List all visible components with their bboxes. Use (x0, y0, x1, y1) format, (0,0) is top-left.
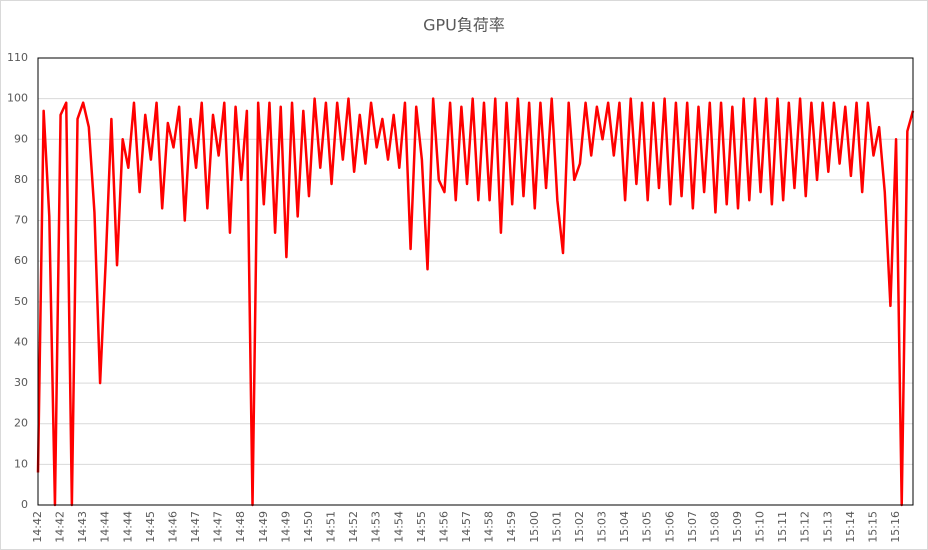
x-tick-label: 14:44 (121, 511, 134, 543)
x-tick-label: 14:55 (415, 511, 428, 543)
x-tick-label: 14:51 (325, 511, 338, 543)
x-tick-label: 15:02 (573, 511, 586, 543)
x-tick-label: 15:01 (550, 511, 563, 543)
x-tick-label: 14:54 (392, 511, 405, 543)
x-tick-label: 15:09 (731, 511, 744, 543)
y-tick-label: 30 (14, 376, 28, 389)
data-line (36, 97, 915, 507)
y-tick-label: 80 (14, 173, 28, 186)
x-tick-label: 14:49 (279, 511, 292, 543)
y-tick-label: 110 (7, 51, 28, 64)
y-tick-label: 40 (14, 335, 28, 348)
x-tick-label: 14:58 (483, 511, 496, 543)
x-tick-label: 14:42 (31, 511, 44, 543)
x-tick-label: 15:13 (821, 511, 834, 543)
y-tick-label: 90 (14, 132, 28, 145)
y-tick-label: 100 (7, 92, 28, 105)
x-tick-label: 14:49 (257, 511, 270, 543)
x-tick-label: 14:45 (144, 511, 157, 543)
x-tick-label: 15:16 (889, 511, 902, 543)
x-tick-label: 15:14 (844, 511, 857, 543)
x-tick-label: 14:50 (302, 511, 315, 543)
y-tick-label: 70 (14, 214, 28, 227)
x-tick-label: 14:48 (234, 511, 247, 543)
y-tick-label: 20 (14, 417, 28, 430)
plot-border (37, 57, 914, 506)
x-tick-label: 14:44 (99, 511, 112, 543)
x-tick-label: 15:05 (641, 511, 654, 543)
y-tick-label: 50 (14, 295, 28, 308)
x-tick-label: 14:47 (189, 511, 202, 543)
y-tick-label: 0 (21, 498, 28, 511)
x-tick-label: 15:12 (799, 511, 812, 543)
x-tick-label: 15:06 (663, 511, 676, 543)
x-tick-label: 15:15 (866, 511, 879, 543)
x-tick-label: 14:46 (166, 511, 179, 543)
x-tick-label: 14:52 (347, 511, 360, 543)
y-tick-label: 10 (14, 457, 28, 470)
x-tick-label: 14:59 (505, 511, 518, 543)
x-tick-label: 15:00 (528, 511, 541, 543)
x-tick-label: 15:11 (776, 511, 789, 543)
y-tick-label: 60 (14, 254, 28, 267)
x-tick-label: 14:43 (76, 511, 89, 543)
x-tick-label: 15:07 (686, 511, 699, 543)
x-tick-label: 14:56 (437, 511, 450, 543)
x-tick-label: 15:04 (618, 511, 631, 543)
x-tick-label: 14:53 (370, 511, 383, 543)
x-tick-label: 14:42 (54, 511, 67, 543)
x-tick-label: 14:57 (460, 511, 473, 543)
chart-title: GPU負荷率 (423, 16, 505, 35)
x-tick-label: 15:03 (596, 511, 609, 543)
x-tick-label: 15:08 (708, 511, 721, 543)
x-tick-label: 15:10 (754, 511, 767, 543)
x-tick-label: 14:47 (212, 511, 225, 543)
